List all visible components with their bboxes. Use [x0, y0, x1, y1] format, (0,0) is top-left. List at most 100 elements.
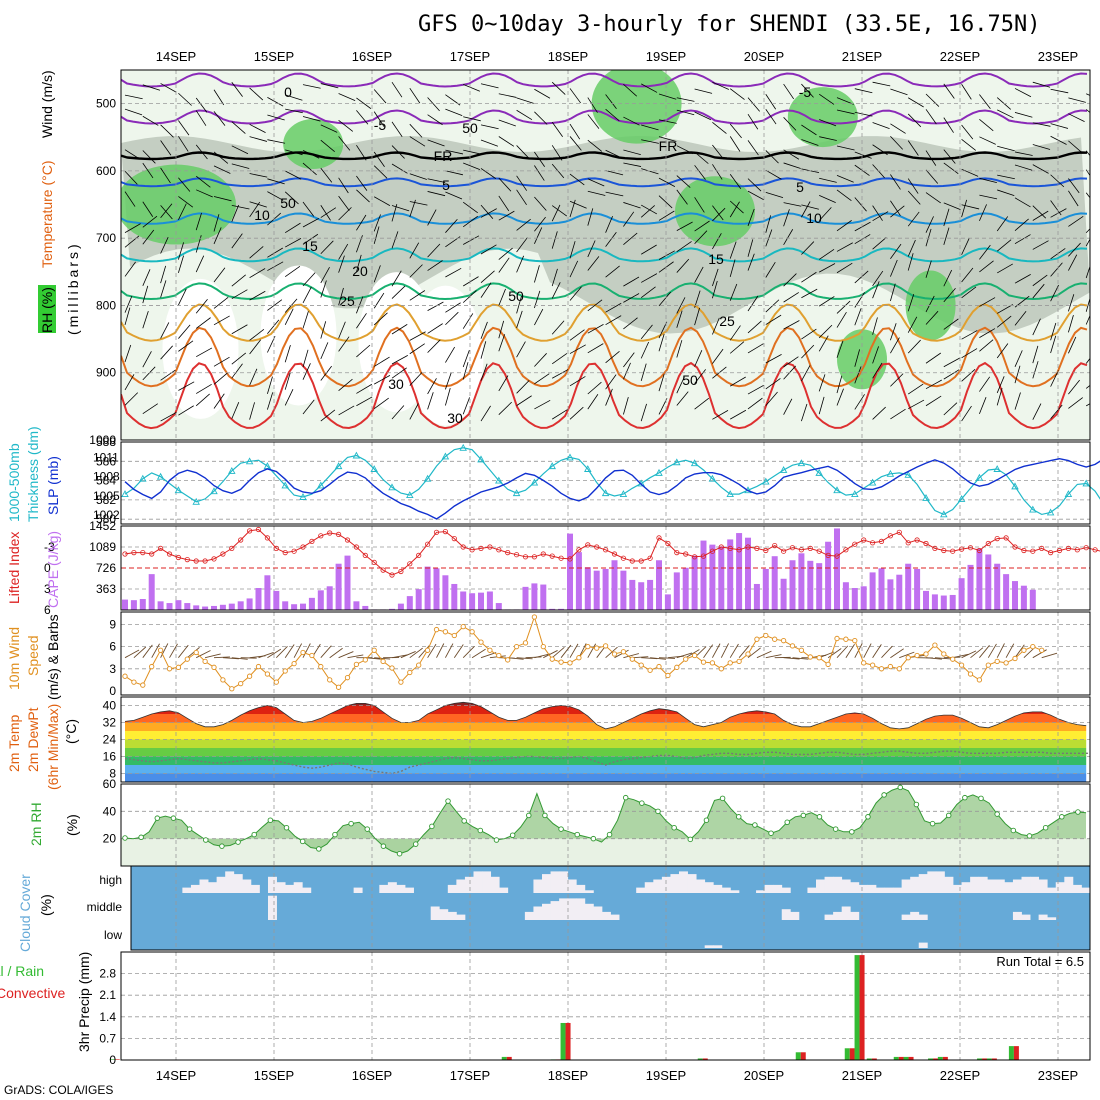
wind10m-barb: [462, 645, 475, 659]
wind-barb: [551, 353, 568, 365]
wind-barb: [462, 313, 474, 329]
li-point: [1003, 535, 1009, 541]
wind-barb: [997, 189, 1015, 196]
wind-barb: [979, 177, 997, 184]
wind-barb: [427, 260, 443, 271]
w10-ytick-0: 0: [109, 684, 116, 698]
cloud-cell-middle: [593, 906, 603, 920]
wind-barb: [1032, 210, 1049, 221]
cape-bar: [353, 601, 360, 610]
cape-bar: [273, 590, 280, 610]
cloud-cell-middle: [430, 906, 440, 920]
wind-barb: [551, 409, 568, 420]
wind-barb: [302, 363, 311, 380]
wind-barb: [605, 231, 617, 247]
wind10m-point: [282, 668, 288, 674]
wind10m-point: [273, 679, 279, 685]
wind-barb: [623, 232, 638, 245]
wind-barb: [836, 340, 844, 358]
cape-bar: [584, 567, 591, 610]
wind-barb: [819, 119, 837, 127]
wind10m-point: [229, 686, 235, 692]
wind-barb: [676, 241, 692, 253]
precip-total-bar: [795, 1052, 801, 1060]
wind-barb: [1050, 174, 1065, 188]
wind-barb: [747, 208, 755, 227]
cape-bar: [495, 603, 502, 610]
li-point: [789, 545, 796, 551]
isotherm-label: 15: [708, 251, 724, 267]
wind10m-point: [665, 672, 671, 679]
wind-barb: [623, 162, 642, 167]
wind-barb: [480, 405, 491, 422]
wind-barb: [712, 409, 729, 420]
precip-conv-bar: [702, 1058, 708, 1060]
li-point: [389, 572, 395, 578]
t2-ytick-32: 32: [103, 716, 117, 730]
wind-barb: [196, 347, 213, 358]
wind-barb: [178, 203, 187, 220]
cape-bar: [219, 604, 226, 610]
wind-barb: [943, 117, 954, 133]
rh2m-point: [881, 792, 887, 798]
wind-barb: [961, 405, 972, 422]
cloud-cell-middle: [550, 901, 560, 920]
wind-barb: [694, 369, 706, 384]
wind-barb: [996, 216, 1009, 232]
cape-bar: [389, 608, 395, 610]
cloud-cell-middle: [268, 895, 277, 920]
rh2m-point: [445, 798, 451, 804]
wind-barb: [463, 84, 480, 92]
wind-barb: [480, 139, 499, 147]
wind-barb: [356, 175, 368, 191]
cloud-cell-middle: [542, 903, 551, 920]
wind-barb: [569, 200, 587, 209]
cloud-cell-high: [970, 876, 980, 893]
wind-barb: [1086, 403, 1090, 407]
wind-axis-label: Wind (m/s): [39, 70, 55, 138]
date-label-top: 22SEP: [940, 49, 980, 64]
pr-ytick-2.8: 2.8: [99, 967, 116, 981]
cloud-cell-high: [276, 882, 286, 893]
wind10m-point: [309, 652, 315, 659]
wind-barb: [178, 196, 194, 208]
rh2m-point: [493, 837, 500, 843]
wind-barb: [124, 149, 141, 160]
wind-barb: [463, 162, 481, 170]
wind-barb: [160, 280, 167, 298]
wind-barb: [409, 123, 423, 138]
wind-barb: [872, 317, 878, 335]
wind-barb: [178, 340, 194, 352]
cape-ytick-363: 363: [96, 582, 116, 596]
cape-bar: [139, 599, 146, 610]
wind-barb: [872, 237, 887, 250]
wind-barb: [1085, 384, 1090, 389]
li-point: [816, 548, 822, 554]
wind-barb: [267, 178, 285, 185]
cape-bar: [682, 567, 689, 610]
wind-barb: [801, 271, 817, 283]
cloud-cell-high: [1038, 879, 1048, 893]
li-point: [327, 530, 333, 536]
precip-conv-bar: [800, 1052, 806, 1060]
li-point: [780, 548, 787, 554]
isotherm-label: -5: [799, 84, 812, 100]
wind-barb: [961, 369, 976, 382]
li-point: [958, 546, 965, 552]
wind-barb: [409, 264, 423, 278]
thickness-point: [388, 483, 396, 491]
wind-barb: [267, 247, 283, 258]
wind-barb: [623, 352, 635, 368]
wind-barb: [747, 178, 762, 192]
pr-ytick-2.1: 2.1: [99, 988, 116, 1002]
wind-barb: [872, 281, 880, 299]
wind10m-point: [246, 673, 253, 679]
li-point: [576, 547, 582, 553]
li-point: [229, 545, 235, 552]
wind10m-barb: [302, 643, 311, 658]
wind10m-barb: [863, 643, 872, 658]
thickness-point: [940, 510, 948, 518]
wind-barb: [284, 372, 291, 390]
wind-barb: [712, 81, 730, 90]
